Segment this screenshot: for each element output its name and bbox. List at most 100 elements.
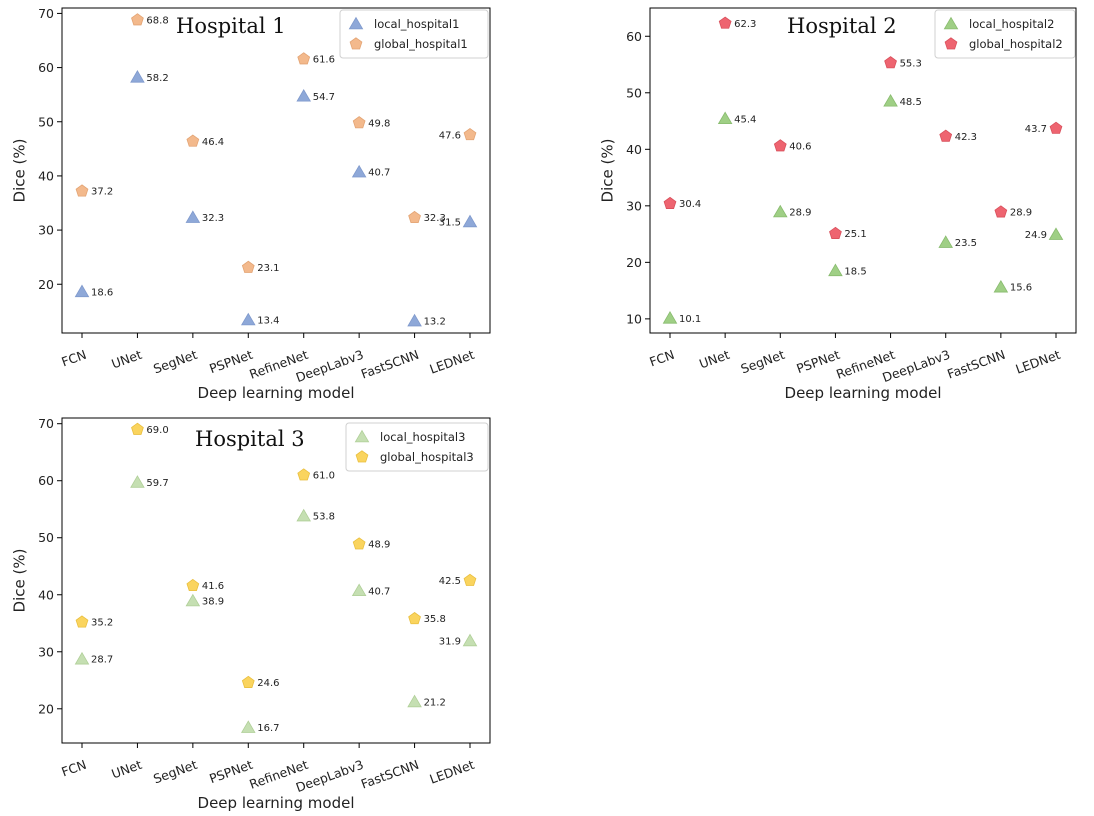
y-tick-label: 40 <box>626 142 642 157</box>
x-tick-label: SegNet <box>151 347 199 377</box>
data-label: 13.2 <box>424 317 446 328</box>
x-tick-label: PSPNet <box>207 347 254 377</box>
local-point <box>662 311 678 324</box>
legend-box <box>339 9 489 59</box>
panel-title: Hospital 3 <box>195 427 305 451</box>
data-label: 40.6 <box>789 141 811 152</box>
local-point <box>296 89 312 102</box>
data-label: 45.4 <box>734 114 756 125</box>
x-tick-label: PSPNet <box>207 757 254 787</box>
data-label: 43.7 <box>1025 124 1047 135</box>
local-point <box>130 70 145 83</box>
panel-title: Hospital 2 <box>787 14 897 38</box>
legend-triangle-marker <box>354 429 370 443</box>
data-label: 42.5 <box>439 576 461 587</box>
global-point <box>1049 121 1063 134</box>
legend-box <box>345 422 489 472</box>
data-label: 23.1 <box>257 263 279 274</box>
data-label: 30.4 <box>679 199 701 210</box>
local-point <box>462 633 478 647</box>
local-point <box>717 111 733 125</box>
local-point <box>240 312 256 326</box>
legend-entry: local_hospital2 <box>969 17 1054 31</box>
plot-frame <box>61 417 491 744</box>
x-tick-label: UNet <box>109 347 143 372</box>
global-point <box>773 139 787 152</box>
y-tick-label: 70 <box>38 6 54 21</box>
y-tick-label: 30 <box>38 223 54 238</box>
data-label: 35.2 <box>91 618 113 629</box>
data-label: 28.7 <box>91 655 113 666</box>
local-point <box>883 93 898 107</box>
global-point <box>718 16 732 29</box>
global-point <box>297 52 311 65</box>
panel-title: Hospital 1 <box>176 14 286 38</box>
global-point <box>939 129 953 142</box>
data-label: 37.2 <box>91 187 113 198</box>
local-point <box>351 164 367 178</box>
local-point <box>993 279 1009 293</box>
data-label: 15.6 <box>1010 283 1032 294</box>
x-tick-label: FCN <box>647 347 676 370</box>
data-label: 54.7 <box>313 92 335 103</box>
local-point <box>74 651 90 665</box>
plot-frame <box>649 7 1077 334</box>
global-point <box>463 128 477 141</box>
data-label: 59.7 <box>146 478 168 489</box>
y-tick-label: 20 <box>38 277 54 292</box>
data-label: 68.8 <box>146 15 168 26</box>
data-label: 10.1 <box>679 314 701 325</box>
local-point <box>407 313 422 327</box>
local-point <box>296 508 312 522</box>
local-point <box>1048 227 1064 240</box>
global-point <box>663 196 677 209</box>
data-label: 40.7 <box>368 586 390 597</box>
y-tick-label: 50 <box>38 530 54 545</box>
data-label: 42.3 <box>955 132 977 143</box>
data-label: 49.8 <box>368 118 390 129</box>
global-point <box>994 205 1008 218</box>
data-label: 53.8 <box>313 512 335 523</box>
local-point <box>828 263 843 277</box>
data-label: 28.9 <box>789 208 811 219</box>
data-label: 35.8 <box>424 614 446 625</box>
global-point <box>352 116 366 129</box>
legend-pentagon-marker <box>944 37 958 50</box>
global-point <box>408 210 421 224</box>
y-tick-label: 60 <box>38 60 54 75</box>
x-tick-label: UNet <box>109 757 143 782</box>
data-label: 32.3 <box>424 213 446 224</box>
global-point <box>297 468 311 481</box>
y-tick-label: 30 <box>38 644 54 659</box>
x-axis-label: Deep learning model <box>198 794 355 812</box>
y-tick-label: 60 <box>38 473 54 488</box>
data-label: 13.4 <box>257 316 279 327</box>
data-label: 40.7 <box>368 168 390 179</box>
data-label: 28.9 <box>1010 208 1032 219</box>
data-label: 69.0 <box>146 425 168 436</box>
x-tick-label: UNet <box>697 347 731 372</box>
y-tick-label: 70 <box>38 416 54 431</box>
x-axis-label: Deep learning model <box>198 384 355 402</box>
data-label: 21.2 <box>424 697 446 708</box>
legend-entry: global_hospital1 <box>374 37 468 51</box>
local-point <box>772 204 788 218</box>
global-point <box>829 226 842 239</box>
legend-entry: global_hospital2 <box>969 37 1063 51</box>
data-label: 38.9 <box>202 597 224 608</box>
local-point <box>130 475 145 488</box>
global-point <box>131 13 144 26</box>
plot-frame <box>61 7 491 334</box>
y-tick-label: 10 <box>626 311 642 326</box>
y-tick-label: 20 <box>38 701 54 716</box>
global-point <box>241 675 255 688</box>
data-label: 46.4 <box>202 137 224 148</box>
y-axis-label: Dice (%) <box>11 139 29 203</box>
y-tick-label: 50 <box>626 85 642 100</box>
y-tick-label: 60 <box>626 29 642 44</box>
global-point <box>75 184 89 197</box>
y-tick-label: 20 <box>626 255 642 270</box>
global-point <box>352 537 366 550</box>
